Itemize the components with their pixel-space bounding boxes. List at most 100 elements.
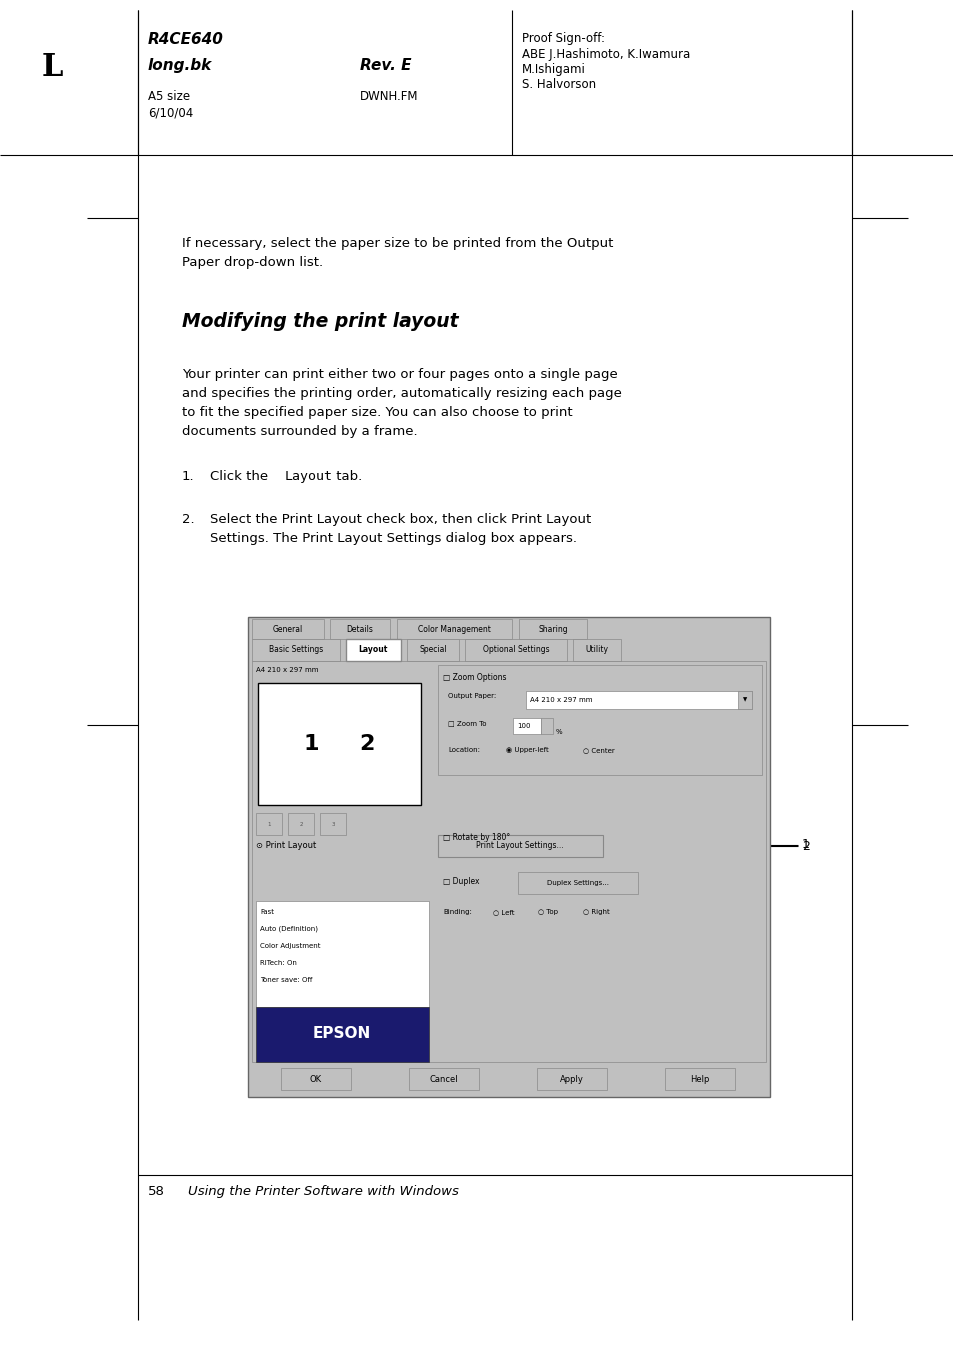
Text: A4 210 x 297 mm: A4 210 x 297 mm [255, 667, 318, 673]
Text: Click the: Click the [210, 470, 273, 484]
Text: documents surrounded by a frame.: documents surrounded by a frame. [182, 426, 417, 438]
Text: Special: Special [418, 646, 446, 654]
Bar [738, 690, 751, 709]
Bar [281, 1069, 351, 1090]
Text: □ Rotate by 180°: □ Rotate by 180° [442, 832, 510, 842]
Bar [346, 639, 400, 661]
Text: R4CE640: R4CE640 [148, 32, 224, 47]
Text: 2.: 2. [182, 513, 194, 526]
Text: ◉ Upper-left: ◉ Upper-left [505, 747, 548, 753]
Bar [407, 639, 458, 661]
Text: long.bk: long.bk [148, 58, 212, 73]
Text: Auto (Definition): Auto (Definition) [260, 925, 317, 932]
Text: Details: Details [346, 624, 373, 634]
Bar [518, 619, 586, 639]
Bar [288, 813, 314, 835]
Text: Output Paper:: Output Paper: [448, 693, 496, 698]
Bar [248, 617, 769, 1097]
Bar [252, 639, 339, 661]
Text: Settings. The Print Layout Settings dialog box appears.: Settings. The Print Layout Settings dial… [210, 532, 577, 544]
Text: 1: 1 [267, 821, 271, 827]
Bar [330, 619, 390, 639]
Text: Basic Settings: Basic Settings [269, 646, 323, 654]
Text: ▼: ▼ [742, 697, 746, 703]
Text: ⊙ Print Layout: ⊙ Print Layout [255, 840, 315, 850]
Text: RITech: On: RITech: On [260, 961, 296, 966]
Text: Color Management: Color Management [417, 624, 490, 634]
Text: ○ Left: ○ Left [493, 909, 514, 915]
Text: and specifies the printing order, automatically resizing each page: and specifies the printing order, automa… [182, 386, 621, 400]
Text: □ Duplex: □ Duplex [442, 878, 479, 886]
Text: %: % [556, 730, 562, 735]
Text: tab.: tab. [332, 470, 362, 484]
Bar [409, 1069, 478, 1090]
Text: ○ Top: ○ Top [537, 909, 558, 915]
Text: S. Halvorson: S. Halvorson [521, 78, 596, 91]
Text: to fit the specified paper size. You can also choose to print: to fit the specified paper size. You can… [182, 407, 572, 419]
Text: Layout: Layout [285, 470, 333, 484]
Text: □ Zoom Options: □ Zoom Options [442, 673, 506, 682]
Text: Proof Sign-off:: Proof Sign-off: [521, 32, 604, 45]
Text: Location:: Location: [448, 747, 479, 753]
Text: M.Ishigami: M.Ishigami [521, 63, 585, 76]
Text: Optional Settings: Optional Settings [482, 646, 549, 654]
Text: 100: 100 [517, 723, 530, 730]
Bar [396, 619, 512, 639]
Text: 2: 2 [801, 839, 809, 852]
Text: 6/10/04: 6/10/04 [148, 107, 193, 120]
Bar [664, 1069, 734, 1090]
Bar [540, 717, 553, 734]
Text: General: General [273, 624, 303, 634]
Text: Modifying the print layout: Modifying the print layout [182, 312, 458, 331]
Text: Select the Print Layout check box, then click Print Layout: Select the Print Layout check box, then … [210, 513, 591, 526]
Text: EPSON: EPSON [313, 1027, 371, 1042]
Bar [525, 690, 751, 709]
Bar [437, 835, 602, 857]
Text: 1: 1 [303, 734, 318, 754]
Text: Print Layout Settings...: Print Layout Settings... [476, 842, 563, 851]
Bar [537, 1069, 606, 1090]
Text: Paper drop-down list.: Paper drop-down list. [182, 255, 323, 269]
Bar [437, 665, 761, 775]
Text: Fast: Fast [260, 909, 274, 915]
Text: A4 210 x 297 mm: A4 210 x 297 mm [530, 697, 592, 703]
Text: Your printer can print either two or four pages onto a single page: Your printer can print either two or fou… [182, 367, 618, 381]
Text: 58: 58 [148, 1185, 165, 1198]
Text: Using the Printer Software with Windows: Using the Printer Software with Windows [188, 1185, 458, 1198]
Text: Toner save: Off: Toner save: Off [260, 977, 312, 984]
Bar [517, 871, 638, 894]
Text: Binding:: Binding: [442, 909, 472, 915]
Bar [255, 1006, 429, 1062]
Bar [257, 684, 420, 805]
Bar [319, 813, 346, 835]
Text: Layout: Layout [358, 646, 387, 654]
Bar [255, 813, 282, 835]
Text: Sharing: Sharing [537, 624, 567, 634]
Text: OK: OK [310, 1074, 322, 1084]
Text: 1: 1 [801, 839, 809, 851]
Text: DWNH.FM: DWNH.FM [359, 91, 418, 103]
Bar [252, 619, 324, 639]
Text: Cancel: Cancel [429, 1074, 457, 1084]
Text: Apply: Apply [559, 1074, 583, 1084]
Text: 2: 2 [299, 821, 302, 827]
Text: ABE J.Hashimoto, K.Iwamura: ABE J.Hashimoto, K.Iwamura [521, 49, 690, 61]
Text: Help: Help [690, 1074, 709, 1084]
Bar [255, 901, 429, 1006]
Text: A5 size: A5 size [148, 91, 190, 103]
Text: Color Adjustment: Color Adjustment [260, 943, 320, 948]
Text: If necessary, select the paper size to be printed from the Output: If necessary, select the paper size to b… [182, 236, 613, 250]
Text: Duplex Settings...: Duplex Settings... [546, 880, 608, 886]
Text: 1.: 1. [182, 470, 194, 484]
Text: ○ Right: ○ Right [582, 909, 609, 915]
Text: □ Zoom To: □ Zoom To [448, 720, 486, 725]
Bar [513, 717, 540, 734]
Bar [464, 639, 566, 661]
Text: L: L [41, 53, 63, 84]
Text: 2: 2 [359, 734, 375, 754]
Bar [252, 661, 765, 1062]
Text: 3: 3 [331, 821, 335, 827]
Text: Utility: Utility [585, 646, 608, 654]
Text: Rev. E: Rev. E [359, 58, 411, 73]
Bar [573, 639, 620, 661]
